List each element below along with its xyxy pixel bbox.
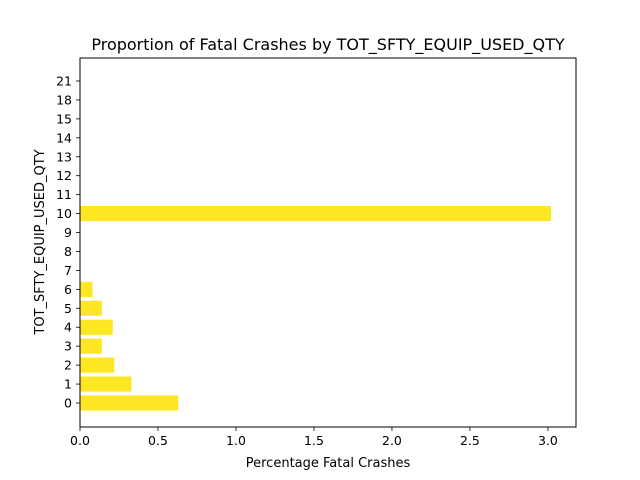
x-tick-label: 2.0 [382,433,402,448]
x-tick-label: 1.0 [226,433,246,448]
y-axis-label: TOT_SFTY_EQUIP_USED_QTY [33,149,48,335]
bar-1 [80,376,132,392]
x-tick-label: 1.5 [304,433,324,448]
bar-5 [80,300,102,316]
y-tick-label: 1 [64,377,72,392]
y-tick-label: 8 [64,244,72,259]
y-tick-label: 2 [64,358,72,373]
y-tick-label: 7 [64,263,72,278]
bar-0 [80,395,179,411]
y-tick-label: 4 [64,320,72,335]
y-tick-label: 10 [56,206,72,221]
y-tick-label: 21 [56,74,72,89]
bar-2 [80,357,115,373]
y-tick-label: 6 [64,282,72,297]
x-tick-label: 0.0 [70,433,90,448]
y-tick-label: 0 [64,396,72,411]
x-tick-label: 3.0 [538,433,558,448]
y-tick-label: 13 [56,149,72,164]
bar-4 [80,319,113,335]
plot-frame [79,57,577,428]
bars-group [80,206,552,411]
chart-title: Proportion of Fatal Crashes by TOT_SFTY_… [91,35,565,55]
y-tick-label: 15 [56,111,72,126]
y-tick-label: 11 [56,187,72,202]
x-tick-label: 2.5 [460,433,480,448]
bar-10 [80,206,552,222]
x-tick-label: 0.5 [148,433,168,448]
bar-6 [80,281,93,297]
y-tick-label: 9 [64,225,72,240]
x-axis-label: Percentage Fatal Crashes [246,456,411,471]
bar-3 [80,338,102,354]
y-tick-label: 5 [64,301,72,316]
y-tick-label: 14 [56,130,72,145]
x-axis-ticks: 0.0 0.5 1.0 1.5 2.0 2.5 3.0 [70,427,558,448]
y-tick-label: 3 [64,339,72,354]
y-tick-label: 12 [56,168,72,183]
y-tick-label: 18 [56,92,72,107]
